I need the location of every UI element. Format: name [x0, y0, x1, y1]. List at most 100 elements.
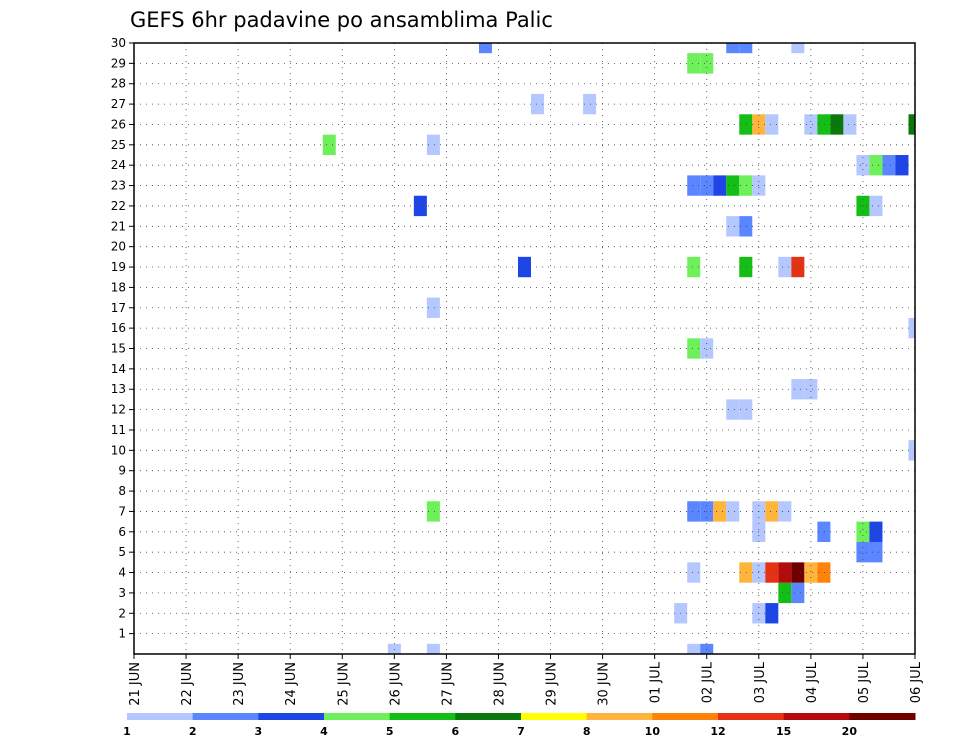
y-tick-label: 19: [111, 260, 126, 274]
colorbar-swatch: [127, 713, 194, 720]
y-tick-label: 23: [111, 179, 126, 193]
heatmap-cell: [843, 114, 857, 135]
y-tick-label: 7: [118, 504, 126, 518]
heatmap-cell: [869, 521, 883, 542]
colorbar-swatch: [652, 713, 719, 720]
x-tick-label: 01 JUL: [649, 661, 664, 703]
colorbar-swatch: [258, 713, 325, 720]
heatmap-cell: [687, 53, 701, 74]
y-tick-label: 27: [111, 97, 126, 111]
x-tick-label: 03 JUL: [753, 661, 768, 703]
y-tick-label: 10: [111, 443, 126, 457]
heatmap-cell: [908, 317, 915, 339]
x-tick-label: 05 JUL: [857, 661, 872, 703]
colorbar-label: 3: [255, 725, 263, 738]
heatmap-cell: [531, 93, 545, 115]
heatmap-cell: [700, 338, 714, 359]
y-tick-label: 21: [111, 219, 126, 233]
heatmap-cell: [687, 501, 701, 522]
colorbar-swatch: [783, 713, 850, 720]
colorbar-swatch: [586, 713, 653, 720]
heatmap-cell: [426, 643, 440, 654]
heatmap-cell: [426, 134, 440, 156]
y-tick-label: 4: [118, 566, 126, 580]
heatmap-cell: [739, 562, 753, 583]
colorbar-label: 10: [645, 725, 661, 738]
heatmap-cell: [895, 155, 909, 176]
y-tick-label: 6: [118, 525, 126, 539]
colorbar-label: 20: [842, 725, 858, 738]
y-tick-label: 18: [111, 280, 126, 294]
heatmap-cell: [791, 256, 805, 278]
heatmap-cell: [739, 399, 753, 420]
y-axis: 1234567891011121314151617181920212223242…: [111, 36, 134, 641]
colorbar-label: 8: [583, 725, 591, 738]
heatmap-cell: [726, 501, 740, 522]
heatmap-cell: [791, 582, 805, 604]
heatmap-cell: [856, 521, 870, 542]
x-tick-label: 04 JUL: [805, 661, 820, 703]
heatmap-cell: [426, 501, 440, 522]
colorbar-label: 7: [517, 725, 525, 738]
colorbar-swatch: [192, 713, 259, 720]
heatmap-cell: [478, 43, 492, 54]
colorbar-label: 15: [776, 725, 791, 738]
heatmap-cell: [778, 582, 792, 604]
heatmap-cell: [322, 134, 336, 156]
heatmap-cell: [687, 175, 701, 196]
colorbar-label: 12: [710, 725, 725, 738]
chart-title: GEFS 6hr padavine po ansamblima Palic: [130, 8, 553, 32]
heatmap-cell: [765, 603, 779, 624]
colorbar-label: 5: [386, 725, 394, 738]
colorbar-swatch: [849, 713, 916, 720]
colorbar-swatch: [521, 713, 588, 720]
y-tick-label: 1: [118, 627, 126, 641]
y-tick-label: 29: [111, 56, 126, 70]
heatmap-cell: [791, 43, 805, 54]
heatmap-cell: [765, 114, 779, 135]
heatmap-cell: [804, 114, 818, 135]
heatmap-cell: [765, 562, 779, 583]
y-tick-label: 12: [111, 403, 126, 417]
colorbar-swatch: [389, 713, 456, 720]
y-tick-label: 28: [111, 77, 126, 91]
heatmap-cell: [791, 562, 805, 583]
grid-layer: [134, 42, 915, 654]
heatmap-cell: [687, 256, 701, 278]
x-tick-label: 24 JUN: [284, 662, 299, 706]
y-tick-label: 13: [111, 382, 126, 396]
x-tick-label: 06 JUL: [909, 661, 924, 703]
x-tick-label: 22 JUN: [180, 662, 195, 706]
y-tick-label: 3: [118, 586, 126, 600]
heatmap-cell: [869, 195, 883, 217]
cells-layer: [322, 43, 915, 654]
heatmap-cell: [856, 155, 870, 176]
heatmap-cell: [687, 338, 701, 359]
y-tick-label: 17: [111, 301, 126, 315]
x-tick-label: 28 JUN: [492, 662, 507, 706]
x-tick-label: 25 JUN: [336, 662, 351, 706]
heatmap-cell: [817, 521, 831, 542]
x-tick-label: 29 JUN: [545, 662, 560, 706]
y-tick-label: 24: [111, 158, 126, 172]
heatmap-cell: [856, 541, 870, 563]
colorbar-swatch: [718, 713, 785, 720]
heatmap-cell: [778, 256, 792, 278]
heatmap-cell: [817, 114, 831, 135]
x-tick-label: 21 JUN: [128, 662, 143, 706]
colorbar-label: 2: [189, 725, 197, 738]
x-tick-label: 23 JUN: [232, 662, 247, 706]
y-tick-label: 22: [111, 199, 126, 213]
heatmap-cell: [765, 501, 779, 522]
y-tick-label: 15: [111, 342, 126, 356]
y-tick-label: 11: [111, 423, 126, 437]
heatmap-cell: [804, 562, 818, 583]
heatmap-cell: [687, 562, 701, 583]
heatmap-cell: [804, 379, 818, 400]
heatmap-cell: [869, 155, 883, 176]
colorbar-label: 4: [320, 725, 328, 738]
colorbar-swatch: [455, 713, 522, 720]
colorbar-label: 1: [123, 725, 131, 738]
heatmap-cell: [687, 643, 701, 654]
